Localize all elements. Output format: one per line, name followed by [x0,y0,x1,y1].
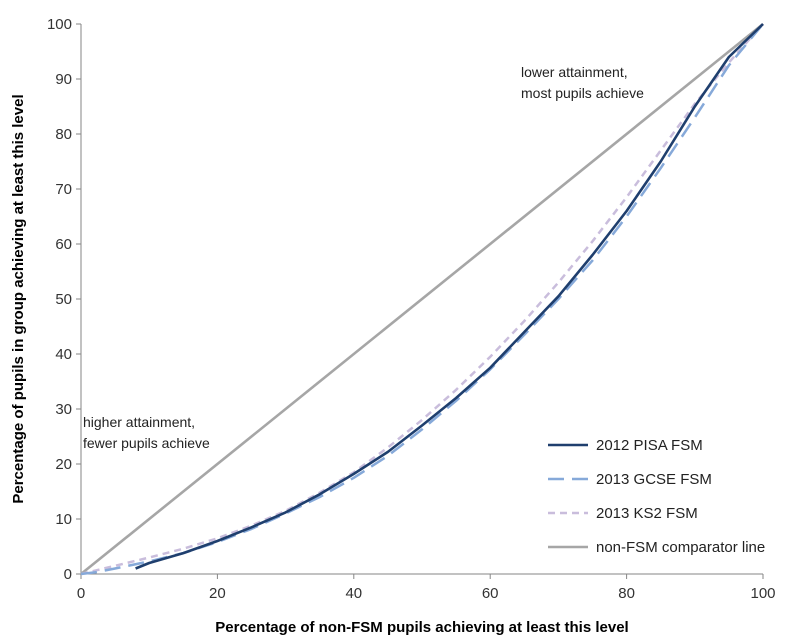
y-tick-label: 20 [55,456,72,473]
legend-label: non-FSM comparator line [596,539,765,556]
annotation-line: higher attainment, [83,414,195,430]
y-tick-label: 90 [55,71,72,88]
annotations: lower attainment, most pupils achieve high… [83,64,644,451]
y-tick-label: 40 [55,346,72,363]
x-tick-label: 80 [618,585,635,602]
y-tick-label: 30 [55,401,72,418]
legend-label: 2013 GCSE FSM [596,471,712,488]
y-tick-label: 70 [55,181,72,198]
legend-label: 2012 PISA FSM [596,437,703,454]
y-tick-label: 80 [55,126,72,143]
series-layer [80,22,764,576]
x-tick-label: 20 [209,585,226,602]
series-line-3 [80,22,764,576]
y-tick-label: 10 [55,511,72,528]
annotation-line: lower attainment, [521,64,628,80]
annotation-line: fewer pupils achieve [83,435,210,451]
x-tick-label: 0 [77,585,85,602]
annotation-line: most pupils achieve [521,85,644,101]
x-tick-label: 60 [482,585,499,602]
series-line-2 [80,23,764,576]
x-axis-title: Percentage of non-FSM pupils achieving a… [215,619,628,636]
legend: 2012 PISA FSM 2013 GCSE FSM 2013 KS2 FSM no… [548,437,765,556]
axes: 0 10 20 30 40 50 60 70 80 90 100 0 20 40 60 80 100 [47,16,776,602]
x-tick-label: 100 [750,585,775,602]
legend-label: 2013 KS2 FSM [596,505,698,522]
y-axis-title: Percentage of pupils in group achieving … [10,94,27,503]
y-tick-label: 0 [64,566,72,583]
series-line-0 [135,23,764,570]
x-tick-label: 40 [345,585,362,602]
y-tick-label: 100 [47,16,72,33]
y-tick-label: 50 [55,291,72,308]
y-tick-label: 60 [55,236,72,253]
